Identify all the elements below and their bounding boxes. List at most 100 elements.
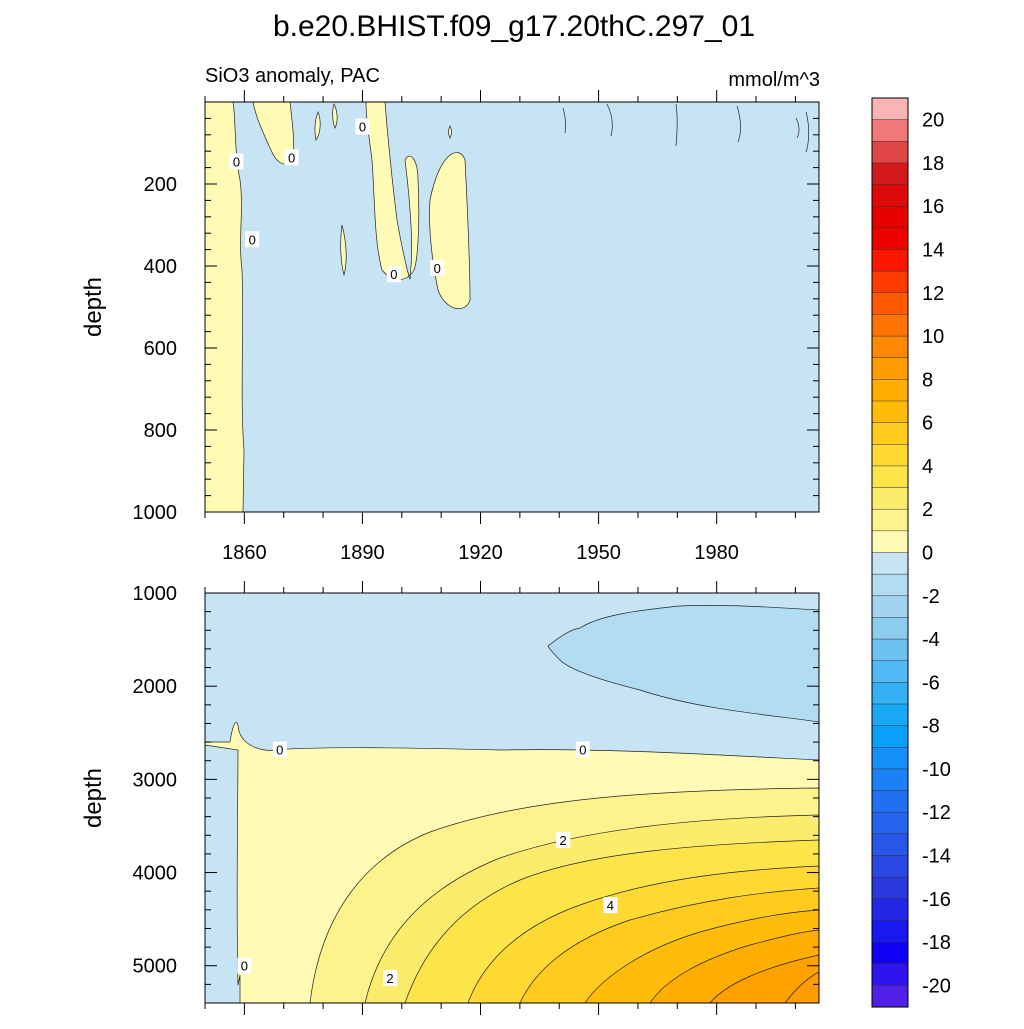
y-tick-label: 800 xyxy=(144,420,177,442)
contour-label-bg xyxy=(284,149,299,166)
units-label: mmol/m^3 xyxy=(728,69,820,91)
colorbar-tick-label: 6 xyxy=(922,413,933,435)
colorbar-swatch xyxy=(871,119,909,142)
zero-to-2-region xyxy=(365,102,420,280)
contour-label-bg xyxy=(386,266,401,283)
zero-contour xyxy=(675,103,678,147)
colorbar-tick-label: 10 xyxy=(922,326,944,348)
colorbar-swatch xyxy=(871,985,909,1008)
lower-panel: 1000 2000 3000 4000 5000 0 0 2 4 0 2 depth xyxy=(80,581,820,1015)
contour-label: 2 xyxy=(386,971,393,986)
contour-label: 0 xyxy=(249,232,256,247)
zero-contour xyxy=(562,107,566,134)
colorbar-swatch xyxy=(871,205,909,229)
colorbar-swatch xyxy=(871,682,909,705)
x-tick-label: 1890 xyxy=(340,542,385,564)
contour-label: 0 xyxy=(241,959,248,974)
y-tick-label: 3000 xyxy=(133,769,178,791)
colorbar-swatch xyxy=(871,97,909,121)
zero-to-2-region xyxy=(332,103,338,129)
chart-title: b.e20.BHIST.f09_g17.20thC.297_01 xyxy=(273,10,755,43)
contour-label-bg xyxy=(245,231,260,248)
y-tick-label: 600 xyxy=(144,338,177,360)
colorbar-swatch xyxy=(871,141,909,164)
contour-label-bg xyxy=(272,741,287,758)
colorbar-swatch xyxy=(871,876,909,900)
colorbar-tick-label: 12 xyxy=(922,283,944,305)
contour-label: 0 xyxy=(434,261,441,276)
lower-contour-labels: 0 0 2 4 0 2 xyxy=(237,741,618,986)
contour-label-bg xyxy=(237,957,252,974)
upper-panel-frame xyxy=(204,101,820,513)
colorbar-swatch xyxy=(871,357,909,380)
contour-label-bg xyxy=(556,831,571,848)
colorbar: 20181614121086420-2-4-6-8-10-12-14-16-18… xyxy=(871,97,951,1008)
colorbar-tick-label: -16 xyxy=(922,889,951,911)
colorbar-tick-label: 14 xyxy=(922,240,944,262)
upper-contour-labels: 0 0 0 0 0 0 xyxy=(229,118,445,283)
contour-label-bg xyxy=(229,153,244,170)
colorbar-swatch xyxy=(871,703,909,727)
colorbar-swatch xyxy=(871,790,909,813)
x-tick-label: 1860 xyxy=(222,542,267,564)
y-tick-label: 5000 xyxy=(133,956,178,978)
contour-label-bg xyxy=(575,741,590,758)
contour-label-bg xyxy=(382,969,397,986)
colorbar-swatch xyxy=(871,617,909,640)
zero-to-2-region xyxy=(448,125,452,139)
colorbar-tick-label: -8 xyxy=(922,716,940,738)
colorbar-swatch xyxy=(871,444,909,467)
colorbar-swatch xyxy=(871,747,909,770)
contour-label: 0 xyxy=(276,743,283,758)
colorbar-tick-label: 2 xyxy=(922,499,933,521)
zero-to-2-region xyxy=(340,224,347,277)
colorbar-swatch xyxy=(871,184,909,207)
colorbar-tick-label: -20 xyxy=(922,975,951,997)
colorbar-swatch xyxy=(871,595,909,618)
colorbar-swatch xyxy=(871,379,909,402)
zero-contour xyxy=(805,111,809,153)
colorbar-tick-label: -14 xyxy=(922,846,951,868)
y-tick-label: 2000 xyxy=(133,676,178,698)
upper-axis-ticks: 200 400 600 800 1000 1860 1890 1920 1950 1980 xyxy=(133,90,819,564)
colorbar-tick-label: -2 xyxy=(922,586,940,608)
colorbar-tick-label: -10 xyxy=(922,759,951,781)
contour-label: 0 xyxy=(359,120,366,135)
zero-to-2-region xyxy=(205,102,245,512)
colorbar-swatch xyxy=(871,270,909,294)
y-tick-label: 4000 xyxy=(133,863,178,885)
colorbar-swatch xyxy=(871,314,909,337)
lower-y-axis-label: depth xyxy=(80,768,107,828)
x-tick-label: 1920 xyxy=(458,542,503,564)
contour-label: 0 xyxy=(288,150,295,165)
colorbar-tick-label: 0 xyxy=(922,543,933,565)
y-tick-label: 1000 xyxy=(133,583,178,605)
variable-label: SiO3 anomaly, PAC xyxy=(205,65,380,87)
colorbar-swatch xyxy=(871,530,909,554)
zero-contour xyxy=(736,105,741,143)
colorbar-swatch xyxy=(871,422,909,445)
negative-region-m1-to-m2 xyxy=(547,605,819,723)
colorbar-swatch xyxy=(871,920,909,943)
colorbar-tick-label: -12 xyxy=(922,802,951,824)
colorbar-tick-label: 8 xyxy=(922,369,933,391)
colorbar-tick-label: 16 xyxy=(922,196,944,218)
colorbar-swatch xyxy=(871,573,909,597)
contour-label-bg xyxy=(430,260,445,277)
contour-label: 0 xyxy=(579,743,586,758)
colorbar-tick-label: 20 xyxy=(922,110,944,132)
contour-label-bg xyxy=(603,897,618,914)
zero-contour xyxy=(795,117,800,139)
zero-contour xyxy=(606,103,613,137)
upper-y-axis-label: depth xyxy=(80,277,107,337)
x-tick-label: 1980 xyxy=(694,542,739,564)
colorbar-swatch xyxy=(871,963,909,986)
colorbar-swatch xyxy=(871,335,909,359)
colorbar-swatch xyxy=(871,898,909,921)
contour-label: 4 xyxy=(607,898,614,913)
colorbar-swatch xyxy=(871,162,909,186)
negative-region-0-to-m2 xyxy=(205,102,819,512)
colorbar-swatch xyxy=(871,725,909,748)
